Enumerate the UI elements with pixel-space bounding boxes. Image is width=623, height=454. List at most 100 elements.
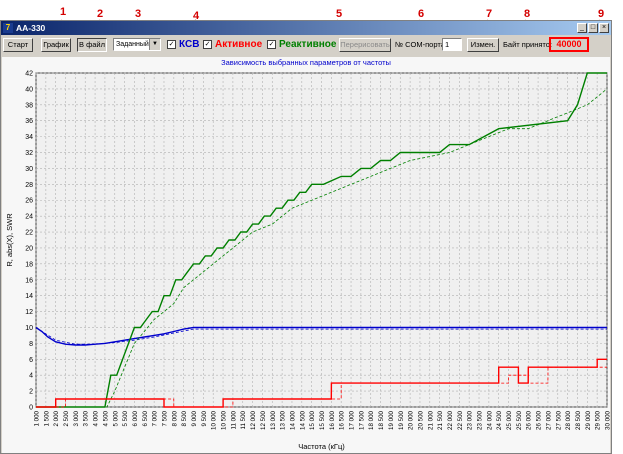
y-tick-label: 26	[25, 198, 33, 205]
redraw-button[interactable]: Перерисовать	[339, 38, 391, 52]
ksv-dashed-series-line	[35, 327, 607, 345]
x-tick-label: 15 000	[309, 410, 316, 429]
start-button[interactable]: Старт	[3, 38, 33, 52]
y-tick-label: 38	[25, 102, 33, 109]
y-axis-label: R, abs(X), SWR	[5, 213, 14, 267]
reactive-label: Реактивное	[279, 39, 337, 50]
x-tick-label: 3 000	[73, 410, 80, 426]
reactive-dashed-series-line	[36, 88, 608, 408]
x-tick-label: 2 500	[63, 410, 70, 426]
x-axis-label: Частота (кГц)	[298, 442, 345, 451]
x-tick-label: 20 000	[408, 410, 415, 429]
x-tick-label: 30 000	[605, 410, 611, 429]
reactive-solid-series-line	[36, 72, 607, 408]
y-tick-label: 20	[25, 245, 33, 252]
x-tick-label: 24 000	[486, 410, 493, 429]
x-tick-label: 15 500	[319, 410, 326, 429]
x-tick-label: 22 500	[457, 410, 464, 429]
callout-1: 1	[60, 6, 67, 18]
chart-title: Зависимость выбранных параметров от част…	[221, 58, 391, 67]
ksv-checkbox[interactable]: ✓	[167, 40, 176, 49]
graph-button[interactable]: График	[41, 38, 71, 52]
callout-7: 7	[486, 8, 493, 20]
x-tick-label: 16 000	[329, 410, 336, 429]
x-tick-label: 14 500	[299, 410, 306, 429]
y-tick-label: 6	[29, 357, 33, 364]
x-tick-label: 13 500	[280, 410, 287, 429]
ksv-label: КСВ	[179, 39, 200, 50]
x-tick-label: 18 500	[378, 410, 385, 429]
reactive-checkbox[interactable]: ✓	[267, 40, 276, 49]
x-tick-label: 27 500	[555, 410, 562, 429]
x-tick-label: 8 000	[171, 410, 178, 426]
x-tick-label: 9 000	[191, 410, 198, 426]
x-tick-label: 5 000	[112, 410, 119, 426]
plot-area	[35, 72, 608, 408]
x-tick-label: 16 500	[339, 410, 346, 429]
x-tick-label: 8 500	[181, 410, 188, 426]
y-tick-label: 14	[25, 293, 33, 300]
x-tick-label: 29 500	[595, 410, 602, 429]
y-tick-label: 0	[29, 405, 33, 412]
y-tick-label: 34	[25, 134, 33, 141]
x-tick-label: 10 500	[221, 410, 228, 429]
x-tick-label: 29 000	[585, 410, 592, 429]
x-tick-label: 23 000	[467, 410, 474, 429]
x-tick-label: 25 500	[516, 410, 523, 429]
x-tick-label: 2 000	[53, 410, 60, 426]
x-tick-label: 17 500	[358, 410, 365, 429]
x-tick-label: 14 000	[289, 410, 296, 429]
y-tick-label: 36	[25, 118, 33, 125]
x-tick-label: 22 000	[447, 410, 454, 429]
y-tick-label: 18	[25, 261, 33, 268]
x-tick-label: 21 000	[427, 410, 434, 429]
com-port-label: № COM-порта	[395, 40, 445, 49]
active-checkbox[interactable]: ✓	[203, 40, 212, 49]
y-tick-label: 42	[25, 71, 33, 78]
x-tick-label: 13 000	[270, 410, 277, 429]
close-button[interactable]: ×	[599, 23, 609, 33]
x-tick-label: 4 500	[102, 410, 109, 426]
y-tick-label: 16	[25, 277, 33, 284]
callout-2: 2	[97, 8, 104, 20]
minimize-button[interactable]: _	[577, 23, 587, 33]
callout-6: 6	[418, 8, 425, 20]
mode-select-value: Заданный	[116, 41, 149, 48]
y-tick-label: 22	[25, 230, 33, 237]
x-tick-label: 5 500	[122, 410, 129, 426]
x-tick-label: 6 500	[142, 410, 149, 426]
callout-4: 4	[193, 10, 200, 22]
chart-area: Зависимость выбранных параметров от част…	[2, 57, 610, 453]
x-tick-label: 11 500	[240, 410, 247, 429]
change-button[interactable]: Измен.	[467, 38, 499, 52]
to-file-button[interactable]: В файл	[77, 38, 107, 52]
x-tick-label: 11 000	[230, 410, 237, 429]
x-tick-label: 25 000	[506, 410, 513, 429]
x-tick-label: 1 000	[34, 410, 41, 426]
toolbar: Старт График В файл Заданный ▼ ✓ КСВ ✓ А…	[1, 35, 611, 57]
x-tick-label: 23 500	[477, 410, 484, 429]
app-window: 7 AA-330 _ □ × Старт График В файл Задан…	[0, 20, 612, 454]
title-bar[interactable]: 7 AA-330 _ □ ×	[1, 21, 611, 35]
mode-select[interactable]: Заданный ▼	[113, 38, 161, 51]
x-tick-label: 28 000	[565, 410, 572, 429]
y-tick-label: 30	[25, 166, 33, 173]
y-tick-label: 8	[29, 341, 33, 348]
x-tick-label: 19 000	[388, 410, 395, 429]
chevron-down-icon[interactable]: ▼	[149, 39, 160, 50]
x-tick-label: 24 500	[496, 410, 503, 429]
com-port-input[interactable]: 1	[442, 38, 462, 51]
active-label: Активное	[215, 39, 263, 50]
chart-svg: 0246810121416182022242628303234363840421…	[5, 71, 611, 452]
x-tick-label: 20 500	[417, 410, 424, 429]
bytes-received-value: 40000	[549, 37, 589, 52]
window-title: AA-330	[16, 23, 46, 33]
x-tick-label: 3 500	[83, 410, 90, 426]
maximize-button[interactable]: □	[588, 23, 598, 33]
x-tick-label: 26 500	[536, 410, 543, 429]
x-tick-label: 26 000	[526, 410, 533, 429]
x-tick-label: 4 000	[93, 410, 100, 426]
callout-8: 8	[524, 8, 531, 20]
ksv-solid-series-line	[35, 326, 607, 346]
x-tick-label: 19 500	[398, 410, 405, 429]
